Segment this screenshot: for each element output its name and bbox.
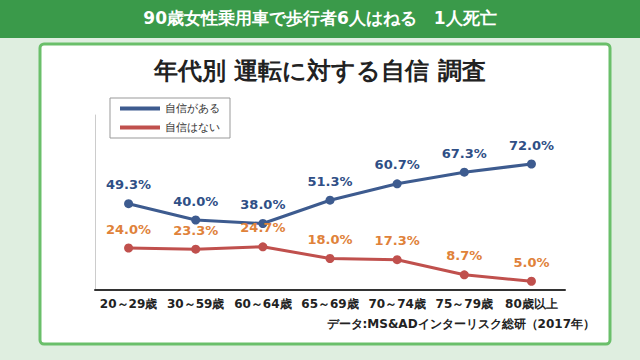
svg-text:38.0%: 38.0%	[240, 197, 285, 212]
svg-text:40.0%: 40.0%	[173, 194, 218, 209]
svg-text:データ:MS&ADインターリスク総研（2017年）: データ:MS&ADインターリスク総研（2017年）	[327, 317, 595, 331]
svg-text:5.0%: 5.0%	[513, 255, 549, 270]
svg-text:70～74歳: 70～74歳	[368, 297, 425, 311]
svg-text:年代別 運転に対する自信 調査: 年代別 運転に対する自信 調査	[153, 57, 486, 85]
svg-text:24.7%: 24.7%	[240, 220, 285, 235]
svg-text:80歳以上: 80歳以上	[505, 297, 558, 311]
svg-text:72.0%: 72.0%	[509, 138, 554, 153]
svg-text:49.3%: 49.3%	[106, 177, 151, 192]
svg-text:60.7%: 60.7%	[375, 157, 420, 172]
svg-text:65～69歳: 65～69歳	[301, 297, 358, 311]
svg-text:67.3%: 67.3%	[442, 146, 487, 161]
svg-text:20～29歳: 20～29歳	[100, 297, 157, 311]
svg-text:75～79歳: 75～79歳	[436, 297, 493, 311]
svg-text:8.7%: 8.7%	[446, 248, 482, 263]
svg-text:60～64歳: 60～64歳	[234, 297, 291, 311]
svg-text:23.3%: 23.3%	[173, 223, 218, 238]
svg-text:自信がある: 自信がある	[165, 102, 220, 115]
svg-text:自信はない: 自信はない	[165, 121, 220, 134]
svg-text:17.3%: 17.3%	[375, 233, 420, 248]
svg-text:51.3%: 51.3%	[307, 174, 352, 189]
svg-text:30～59歳: 30～59歳	[167, 297, 224, 311]
svg-text:90歳女性乗用車で歩行者6人はねる 1人死亡: 90歳女性乗用車で歩行者6人はねる 1人死亡	[143, 8, 496, 28]
svg-text:18.0%: 18.0%	[307, 232, 352, 247]
svg-text:24.0%: 24.0%	[106, 222, 151, 237]
